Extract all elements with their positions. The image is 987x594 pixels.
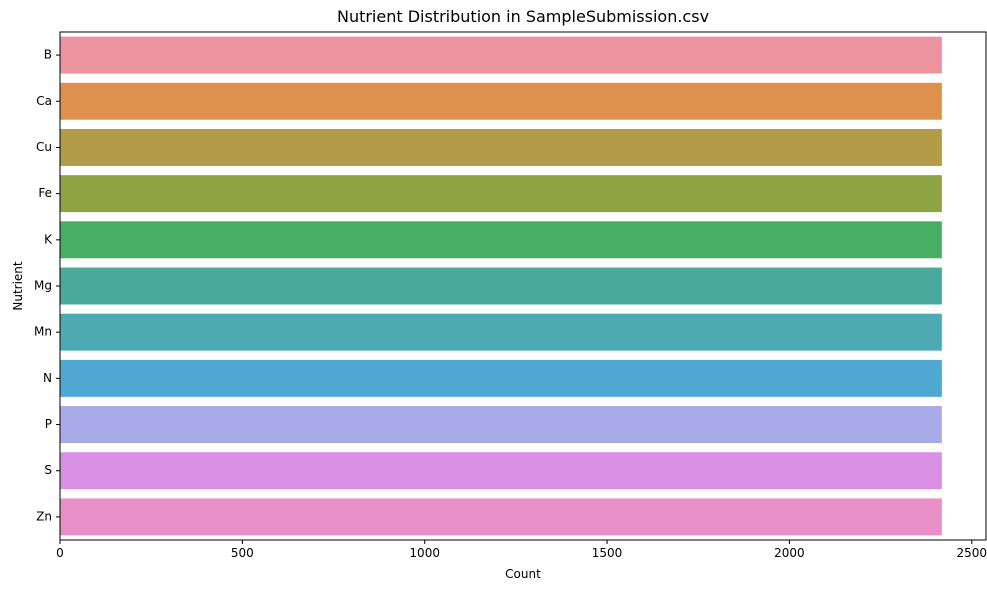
y-tick-label: Fe <box>38 186 52 200</box>
x-axis-ticks: 0 500 1000 1500 2000 2500 <box>56 540 987 560</box>
bar-zn <box>60 498 942 536</box>
y-axis-ticks: B Ca Cu Fe K Mg Mn N P S Zn <box>34 48 60 523</box>
y-tick-label: B <box>44 48 52 62</box>
x-tick-label: 0 <box>56 546 64 560</box>
bar-fe <box>60 175 942 213</box>
bar-mg <box>60 267 942 305</box>
bar-p <box>60 406 942 444</box>
y-tick-label: S <box>44 463 52 477</box>
y-tick-label: Mn <box>34 325 52 339</box>
y-tick-label: Cu <box>36 140 52 154</box>
bar-b <box>60 36 942 74</box>
x-tick-label: 1000 <box>409 546 440 560</box>
y-tick-label: Zn <box>36 509 52 523</box>
y-tick-label: K <box>44 232 53 246</box>
bar-mn <box>60 313 942 351</box>
x-tick-label: 2000 <box>774 546 805 560</box>
plot-frame <box>59 31 987 541</box>
x-axis-label: Count <box>505 567 541 581</box>
y-tick-label: Mg <box>34 279 52 293</box>
chart-title: Nutrient Distribution in SampleSubmissio… <box>337 7 709 26</box>
y-tick-label: P <box>45 417 52 431</box>
y-tick-label: N <box>43 371 52 385</box>
y-axis-label: Nutrient <box>11 261 25 311</box>
x-tick-label: 2500 <box>957 546 987 560</box>
bars-layer <box>60 36 942 536</box>
bar-n <box>60 359 942 397</box>
bar-cu <box>60 128 942 166</box>
y-tick-label: Ca <box>36 94 52 108</box>
bar-s <box>60 452 942 490</box>
bar-ca <box>60 82 942 120</box>
x-tick-label: 1500 <box>592 546 623 560</box>
x-tick-label: 500 <box>231 546 254 560</box>
bar-k <box>60 221 942 259</box>
